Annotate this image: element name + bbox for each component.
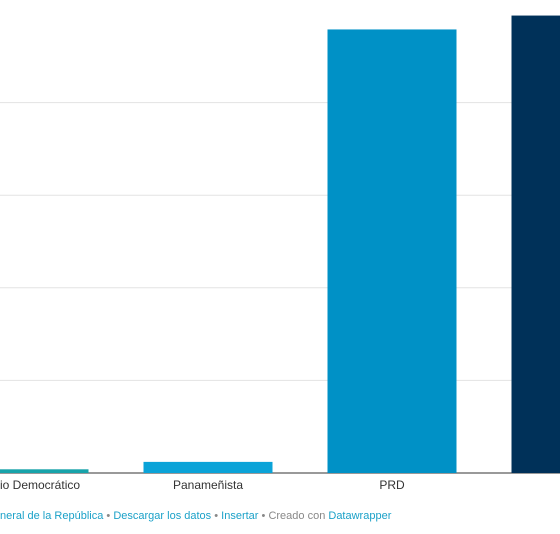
x-tick-label: io Democrático <box>0 478 80 492</box>
x-tick-label: Panameñista <box>173 478 243 492</box>
bar <box>327 29 457 474</box>
footer-link[interactable]: Descargar los datos <box>113 510 212 522</box>
footer-text: Creado con <box>268 510 326 522</box>
x-tick-label: PRD <box>379 478 405 492</box>
chart: io Democrático Panameñista PRD <box>0 15 560 492</box>
footer-link[interactable]: Insertar <box>221 510 259 522</box>
bar <box>143 461 273 473</box>
footer-text: • <box>214 510 219 522</box>
footer-link[interactable]: neral de la República <box>0 510 104 522</box>
footer-link[interactable]: Datawrapper <box>328 510 392 522</box>
footer-text: • <box>106 510 111 522</box>
footer-text: • <box>261 510 266 522</box>
footer: neral de la República • Descargar los da… <box>0 510 391 522</box>
bar <box>0 469 89 473</box>
bar <box>511 15 560 473</box>
